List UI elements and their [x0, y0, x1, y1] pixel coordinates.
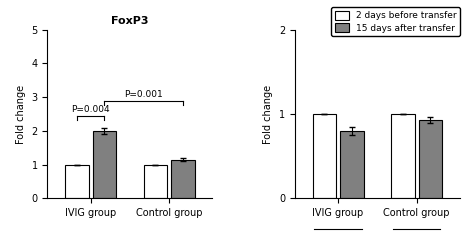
Bar	[340, 131, 364, 198]
Y-axis label: Fold change: Fold change	[16, 85, 26, 144]
Bar	[419, 120, 442, 198]
Bar	[171, 160, 195, 198]
Bar	[391, 114, 415, 198]
Text: P=0.004: P=0.004	[71, 105, 110, 114]
Bar	[65, 165, 89, 198]
Bar	[92, 131, 116, 198]
Title: FoxP3: FoxP3	[111, 16, 149, 26]
Bar	[144, 165, 167, 198]
Title: RORγt: RORγt	[358, 16, 397, 26]
Y-axis label: Fold change: Fold change	[263, 85, 273, 144]
Legend: 2 days before transfer, 15 days after transfer: 2 days before transfer, 15 days after tr…	[331, 7, 460, 36]
Text: P=0.001: P=0.001	[124, 90, 163, 99]
Bar	[312, 114, 336, 198]
